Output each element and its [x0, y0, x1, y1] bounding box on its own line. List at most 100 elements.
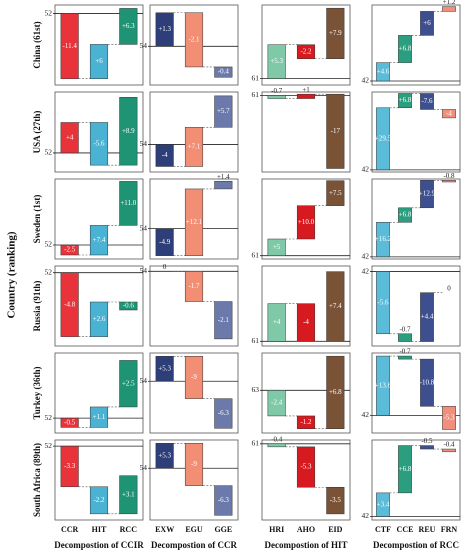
panel-frame — [371, 439, 461, 521]
value-label: -3.3 — [64, 462, 76, 470]
value-label: +3.4 — [377, 500, 390, 508]
waterfall-bar — [376, 492, 390, 517]
waterfall-bar — [398, 35, 412, 63]
waterfall-bar — [60, 244, 79, 256]
waterfall-bar — [326, 180, 345, 206]
value-label: +6.8 — [399, 211, 412, 219]
waterfall-bar — [155, 356, 174, 382]
value-label: +6.8 — [399, 96, 412, 104]
panel-frame — [261, 4, 351, 86]
x-tick-label: EXW — [155, 525, 174, 534]
y-tick-label: 61 — [252, 73, 260, 82]
waterfall-bar — [267, 390, 286, 417]
waterfall-bar — [119, 360, 138, 408]
value-label: +5.3 — [158, 364, 171, 372]
y-tick-label: 54 — [140, 463, 148, 472]
column-title: Decompostion of RCC — [373, 540, 459, 550]
waterfall-bar — [296, 446, 316, 488]
panel-frame — [371, 178, 461, 260]
y-tick-label: 52 — [45, 240, 53, 249]
waterfall-bar — [214, 66, 233, 78]
waterfall-bar — [296, 205, 316, 240]
y-tick-label: 52 — [45, 148, 53, 157]
waterfall-bar — [376, 355, 390, 416]
y-tick-label: 61 — [252, 90, 260, 99]
x-tick-label: HIT — [92, 525, 107, 534]
waterfall-bar — [184, 271, 204, 302]
y-tick-label: 61 — [252, 250, 260, 259]
waterfall-bar — [376, 271, 390, 335]
column-title: Decompostion of CCIR — [54, 540, 144, 550]
value-label: -3.5 — [330, 496, 342, 504]
value-label: +6.8 — [329, 388, 342, 396]
panel-frame — [54, 91, 144, 173]
panel-frame — [261, 352, 351, 434]
value-label: +1.4 — [217, 173, 230, 181]
value-label: -0.4 — [443, 441, 455, 449]
panel-frame — [54, 265, 144, 347]
waterfall-bar — [267, 44, 286, 79]
waterfall-bar — [119, 181, 138, 226]
value-label: -0.7 — [271, 87, 283, 95]
waterfall-bar — [184, 127, 204, 167]
value-label: -5.3 — [443, 414, 455, 422]
panel-frame — [149, 352, 239, 434]
waterfall-bar — [119, 475, 138, 515]
value-label: 0 — [447, 284, 451, 292]
panel-frame — [149, 4, 239, 86]
panel-frame — [261, 91, 351, 173]
value-label: -0.4 — [218, 68, 230, 76]
value-label: -4 — [446, 109, 452, 117]
panel-frame — [54, 352, 144, 434]
value-label: -9 — [191, 373, 197, 381]
waterfall-bar — [60, 445, 79, 488]
value-label: +4.4 — [421, 313, 434, 321]
waterfall-bar — [442, 6, 456, 12]
waterfall-bar — [420, 292, 434, 342]
waterfall-bar — [376, 62, 390, 82]
row-label: Turkey (36th) — [32, 367, 42, 420]
row-label: China (61st) — [32, 21, 42, 68]
waterfall-bar — [184, 12, 204, 68]
waterfall-bar — [89, 486, 109, 515]
value-label: +4.6 — [377, 67, 390, 75]
panel-frame — [371, 265, 461, 347]
waterfall-bar — [60, 272, 79, 337]
value-label: +7.4 — [93, 236, 106, 244]
waterfall-bar — [296, 303, 316, 342]
waterfall-bar — [214, 95, 233, 128]
waterfall-bar — [155, 12, 174, 47]
waterfall-bar — [420, 11, 434, 36]
value-label: -2.5 — [64, 246, 76, 254]
panel-frame — [149, 178, 239, 260]
value-label: -9 — [191, 460, 197, 468]
value-label: -5.6 — [93, 139, 105, 147]
x-tick-label: HRI — [269, 525, 284, 534]
y-tick-label: 42 — [362, 76, 370, 85]
value-label: +10.0 — [298, 218, 315, 226]
x-tick-label: EGU — [185, 525, 203, 534]
value-label: 0 — [163, 263, 167, 271]
waterfall-bar — [326, 271, 345, 342]
panel-frame — [261, 178, 351, 260]
value-label: +6.8 — [399, 45, 412, 53]
value-label: +4 — [66, 133, 74, 141]
waterfall-bar — [442, 448, 456, 453]
value-label: +6 — [95, 57, 103, 65]
x-tick-label: RCC — [120, 525, 138, 534]
value-label: +1.2 — [443, 0, 456, 6]
waterfall-bar — [376, 107, 390, 171]
waterfall-bar — [155, 144, 174, 167]
value-label: -4.9 — [159, 238, 171, 246]
row-label: South Africa (89th) — [32, 443, 42, 517]
value-label: -5.6 — [377, 298, 389, 306]
row-label: Sweden (1st) — [32, 195, 42, 244]
x-tick-label: CCR — [61, 525, 79, 534]
waterfall-bar — [442, 180, 456, 183]
value-label: -10.8 — [420, 378, 435, 386]
waterfall-bar — [60, 122, 79, 154]
value-label: -4 — [162, 151, 168, 159]
y-tick-label: 54 — [140, 223, 148, 232]
waterfall-bar — [420, 445, 434, 450]
